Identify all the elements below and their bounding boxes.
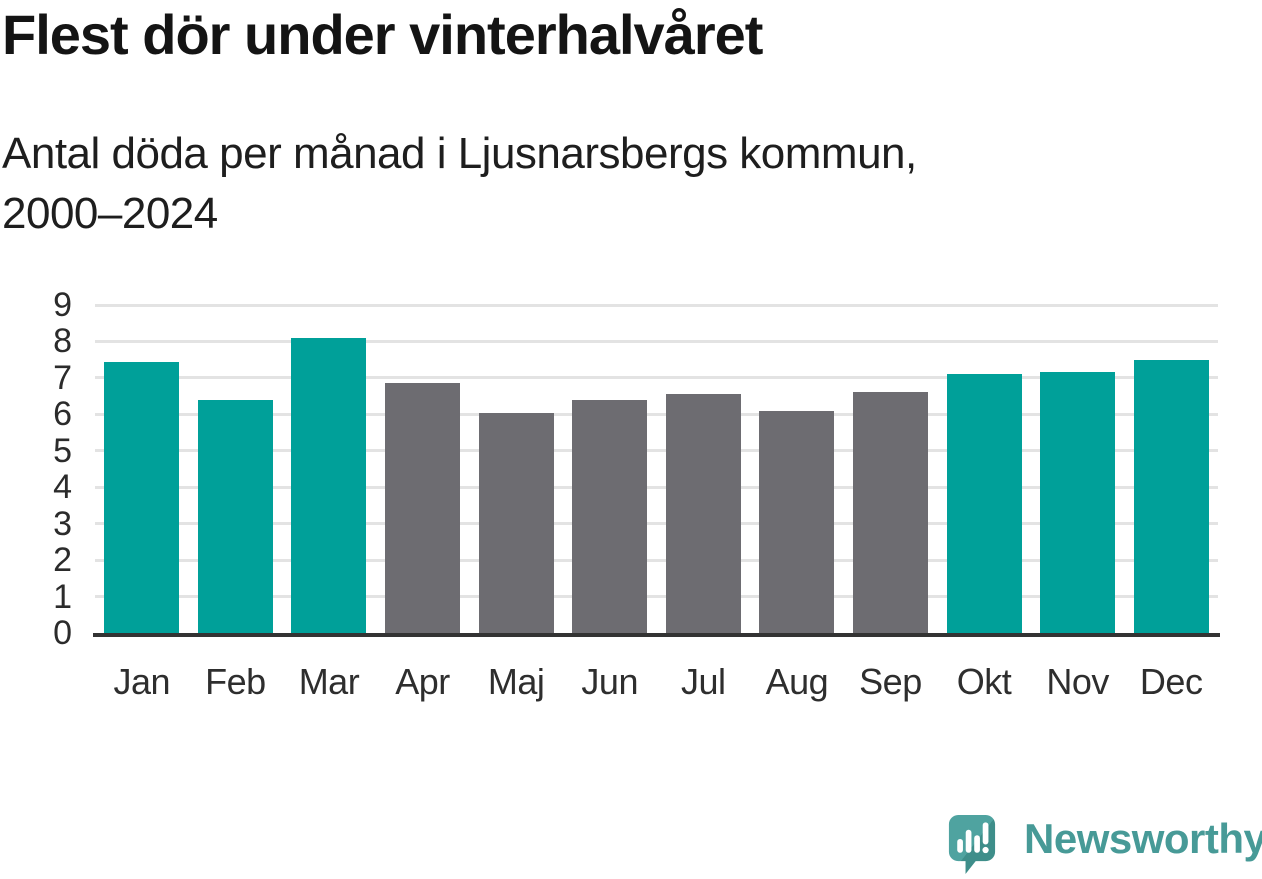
gridline-7 xyxy=(95,376,1218,380)
y-tick-label-9: 9 xyxy=(53,286,72,324)
mini-bar-chart-glyph xyxy=(957,829,980,853)
gridline-5 xyxy=(95,449,1218,453)
speech-bubble-shape xyxy=(948,814,996,875)
bar-apr xyxy=(385,383,461,633)
bar-jun xyxy=(572,399,648,633)
x-tick-label-maj: Maj xyxy=(487,661,545,702)
y-tick-label-2: 2 xyxy=(53,541,72,580)
x-tick-label-okt: Okt xyxy=(956,661,1012,702)
newsworthy-logo-icon xyxy=(948,814,996,875)
gridline-4 xyxy=(95,485,1218,489)
newsworthy-logo-text: Newsworthy xyxy=(1024,815,1262,862)
x-tick-label-jul: Jul xyxy=(681,661,726,702)
y-tick-label-8: 8 xyxy=(53,322,72,361)
y-tick-label-5: 5 xyxy=(53,431,72,470)
x-tick-label-feb: Feb xyxy=(205,661,266,702)
gridline-6 xyxy=(95,412,1218,416)
chart-subtitle: Antal döda per månad i Ljusnarsbergs kom… xyxy=(2,124,917,244)
bar-okt xyxy=(946,374,1022,633)
x-tick-label-nov: Nov xyxy=(1046,661,1109,702)
y-tick-label-0: 0 xyxy=(53,614,72,652)
x-tick-label-sep: Sep xyxy=(859,661,922,702)
x-tick-label-apr: Apr xyxy=(395,661,450,702)
bar-nov xyxy=(1040,372,1116,633)
gridline-2 xyxy=(95,558,1218,562)
bar-dec xyxy=(1133,359,1209,633)
y-tick-label-4: 4 xyxy=(53,468,72,507)
chart-title: Flest dör under vinterhalvåret xyxy=(2,3,763,66)
x-axis-labels: Jan Feb Mar Apr Maj Jun Jul Aug Sep Okt Nov Dec xyxy=(95,660,1218,706)
y-tick-label-1: 1 xyxy=(53,577,72,616)
gridline-9 xyxy=(95,303,1218,307)
x-tick-label-jun: Jun xyxy=(581,661,638,702)
y-tick-label-6: 6 xyxy=(53,395,72,434)
chart-subtitle-line-2: 2000–2024 xyxy=(2,189,218,238)
newsworthy-branding: Newsworthy xyxy=(948,814,1262,875)
x-tick-label-jan: Jan xyxy=(113,661,171,702)
bar-sep xyxy=(852,392,928,633)
x-tick-label-mar: Mar xyxy=(298,661,360,702)
bar-maj xyxy=(478,412,554,633)
bar-feb xyxy=(197,399,273,633)
gridline-8 xyxy=(95,339,1218,343)
plot-area xyxy=(95,303,1218,633)
bar-aug xyxy=(759,410,835,633)
x-tick-label-aug: Aug xyxy=(765,661,829,702)
x-tick-label-dec: Dec xyxy=(1139,661,1203,702)
y-tick-label-3: 3 xyxy=(53,504,72,543)
bar-jul xyxy=(665,394,741,633)
bar-mar xyxy=(291,337,367,633)
gridline-3 xyxy=(95,522,1218,526)
gridline-1 xyxy=(95,595,1218,599)
bar-jan xyxy=(104,361,180,633)
chart-subtitle-line-1: Antal döda per månad i Ljusnarsbergs kom… xyxy=(2,129,917,178)
exclamation-mark-glyph xyxy=(982,822,989,854)
y-tick-label-7: 7 xyxy=(53,358,72,397)
x-axis-line xyxy=(93,633,1220,637)
